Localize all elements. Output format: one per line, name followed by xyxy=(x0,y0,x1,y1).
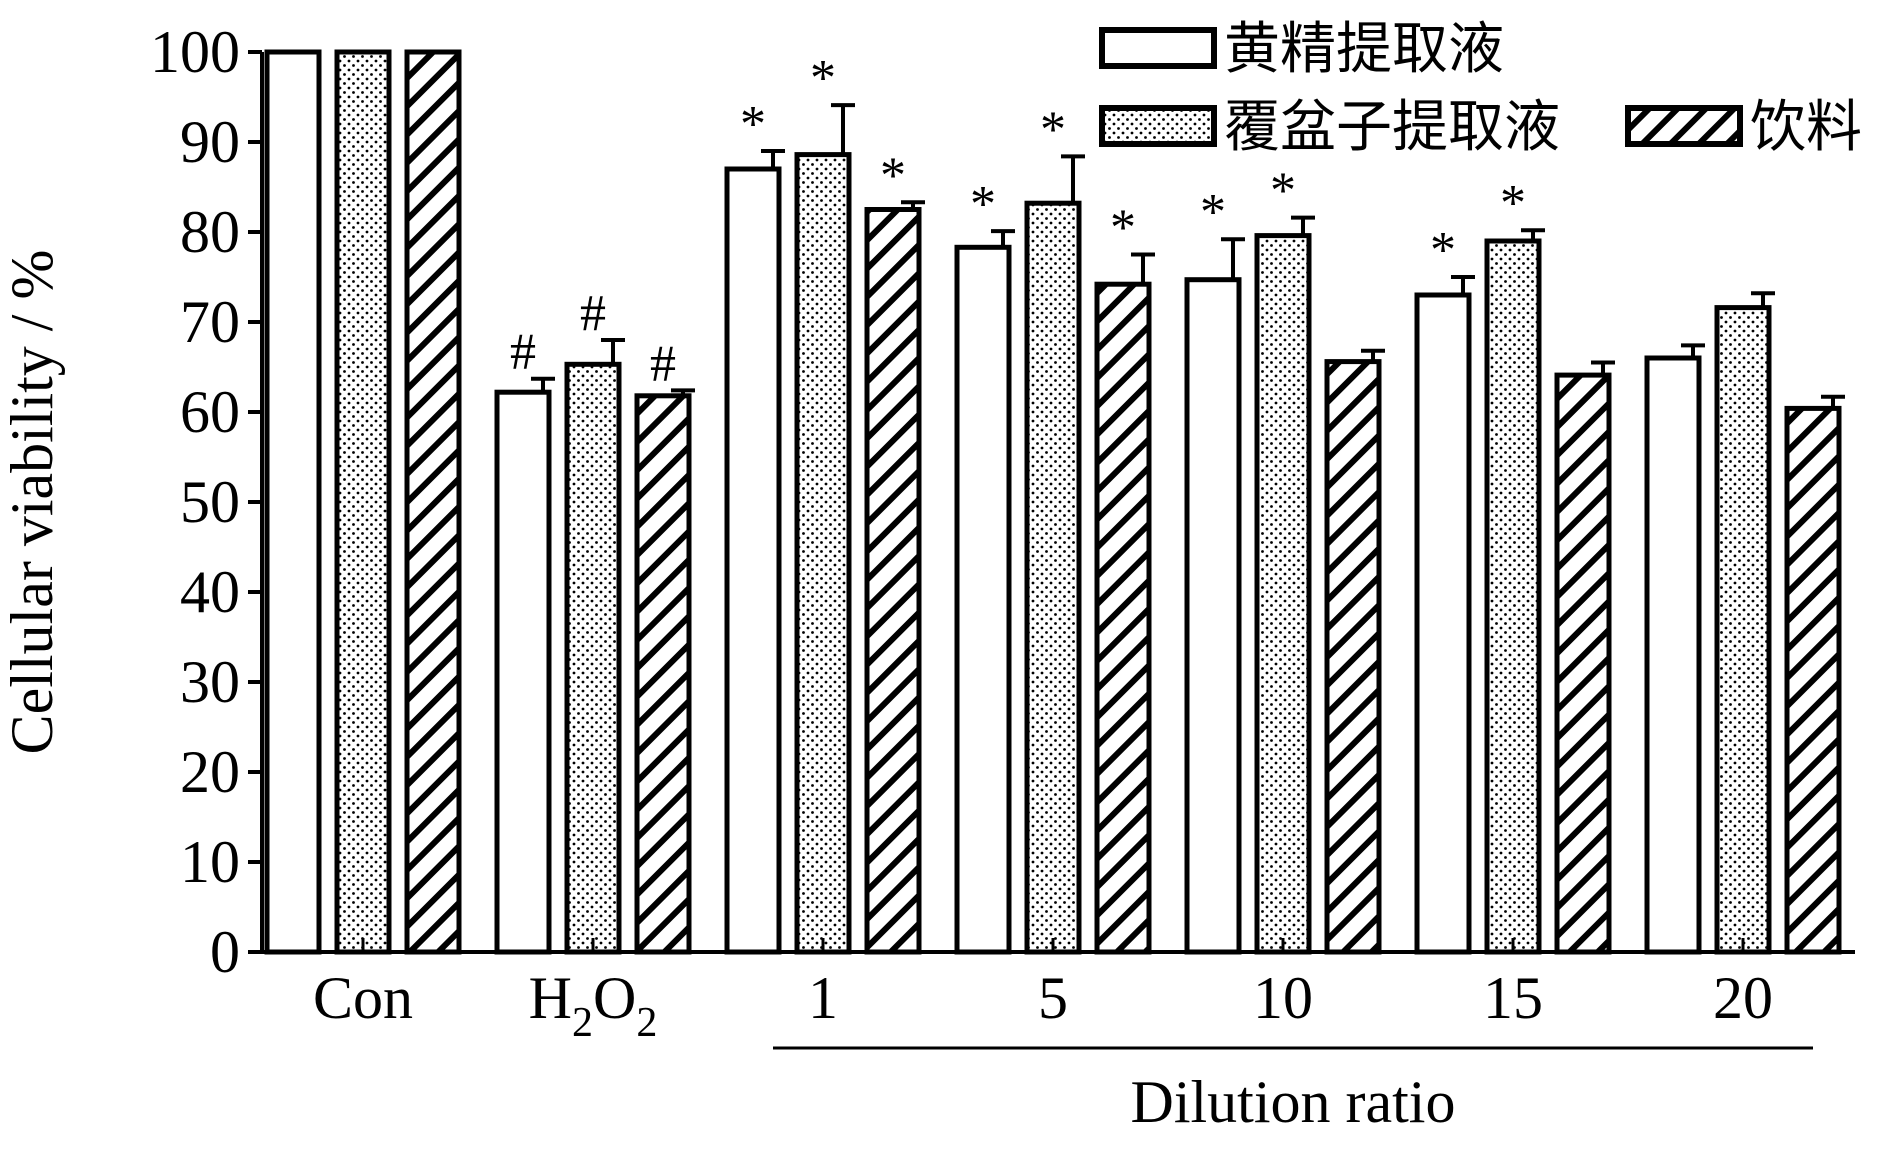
significance-mark: * xyxy=(740,96,766,153)
bar xyxy=(334,49,392,955)
bar-series-group: # # # * * * * * * * * * * xyxy=(264,49,1845,955)
significance-mark: # xyxy=(650,335,676,392)
legend-label: 覆盆子提取液 xyxy=(1224,95,1560,160)
bar xyxy=(494,389,552,955)
y-ticks: 0 10 20 30 40 50 60 70 80 90 100 xyxy=(150,19,262,985)
category-label: H2O2 xyxy=(529,965,658,1046)
category-label: Con xyxy=(313,965,413,1031)
category-label: 20 xyxy=(1713,965,1773,1031)
category-label: 15 xyxy=(1483,965,1543,1031)
bar xyxy=(1484,238,1542,955)
bar xyxy=(724,166,782,955)
significance-mark: * xyxy=(1270,163,1296,220)
significance-mark: * xyxy=(1500,175,1526,232)
significance-mark: * xyxy=(880,147,906,204)
significance-mark: # xyxy=(510,324,536,381)
y-axis: 0 10 20 30 40 50 60 70 80 90 100 xyxy=(150,19,264,985)
y-tick-label: 40 xyxy=(180,559,240,625)
bar xyxy=(1094,281,1152,955)
y-tick-label: 20 xyxy=(180,739,240,805)
bar xyxy=(1324,359,1382,955)
y-tick-label: 60 xyxy=(180,379,240,445)
bar xyxy=(864,207,922,955)
category-label: 1 xyxy=(808,965,838,1031)
category-labels: Con H2O2 1 5 10 15 20 xyxy=(313,965,1773,1046)
bar xyxy=(954,244,1012,955)
y-tick-label: 100 xyxy=(150,19,240,85)
bar xyxy=(1714,305,1772,955)
significance-mark: * xyxy=(1200,184,1226,241)
y-tick-label: 0 xyxy=(210,919,240,985)
bar xyxy=(1184,277,1242,955)
bar xyxy=(1554,372,1612,955)
bar xyxy=(794,152,852,955)
significance-mark: * xyxy=(970,176,996,233)
significance-mark: * xyxy=(1110,200,1136,257)
bar xyxy=(1024,200,1082,955)
bar xyxy=(404,49,462,955)
y-axis-title: Cellular viability / % xyxy=(0,250,65,755)
category-label: 10 xyxy=(1253,965,1313,1031)
y-tick-label: 10 xyxy=(180,829,240,895)
y-tick-label: 90 xyxy=(180,109,240,175)
bar xyxy=(264,49,322,955)
significance-mark: * xyxy=(1040,101,1066,158)
significance-mark: * xyxy=(810,50,836,107)
bar xyxy=(1254,233,1312,955)
legend-swatch xyxy=(1099,105,1217,147)
significance-mark: # xyxy=(580,285,606,342)
significance-mark: * xyxy=(1430,222,1456,279)
legend-swatch xyxy=(1099,27,1217,69)
bar xyxy=(1644,355,1702,955)
legend-label: 黄精提取液 xyxy=(1224,17,1504,82)
bar xyxy=(1784,405,1842,955)
y-tick-label: 70 xyxy=(180,289,240,355)
bar xyxy=(1414,292,1472,955)
category-label: 5 xyxy=(1038,965,1068,1031)
y-tick-label: 80 xyxy=(180,199,240,265)
y-tick-label: 30 xyxy=(180,649,240,715)
x-axis-title: Dilution ratio xyxy=(1131,1069,1456,1135)
y-tick-label: 50 xyxy=(180,469,240,535)
bar xyxy=(634,393,692,955)
bar xyxy=(564,361,622,955)
legend-label: 饮料 xyxy=(1750,95,1862,160)
legend-swatch xyxy=(1625,105,1743,147)
